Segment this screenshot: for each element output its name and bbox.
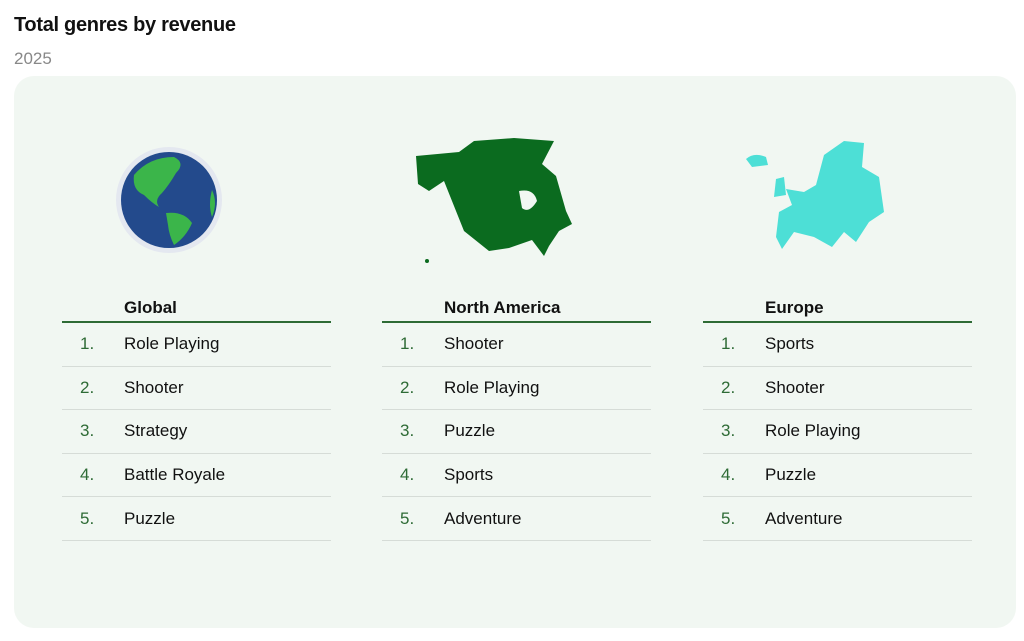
list-item: 1. Sports: [703, 323, 972, 367]
rank: 1.: [80, 334, 95, 354]
rank: 5.: [80, 508, 95, 528]
rank: 3.: [80, 421, 95, 441]
genre: Battle Royale: [124, 465, 226, 485]
list-item: 5. Puzzle: [62, 497, 331, 541]
rank: 5.: [721, 508, 736, 528]
region-heading: North America: [382, 296, 651, 323]
region-heading: Europe: [703, 296, 972, 323]
page-subtitle: 2025: [14, 49, 52, 68]
europe-map-icon: [746, 141, 884, 249]
genre: Shooter: [765, 377, 825, 397]
genre: Puzzle: [124, 508, 176, 528]
rank: 2.: [80, 377, 95, 397]
rank: 5.: [400, 508, 415, 528]
list-item: 4. Battle Royale: [62, 454, 331, 498]
genre: Shooter: [444, 334, 504, 354]
list-item: 5. Adventure: [382, 497, 651, 541]
genre: Role Playing: [124, 334, 220, 354]
rank: 3.: [721, 421, 736, 441]
rank: 4.: [400, 465, 415, 485]
rank: 2.: [721, 377, 736, 397]
genre: Role Playing: [765, 421, 861, 441]
list-item: 2. Role Playing: [382, 367, 651, 411]
genre: Adventure: [765, 508, 843, 528]
rank: 4.: [721, 465, 736, 485]
genre: Puzzle: [444, 421, 496, 441]
north-america-map-icon: [416, 138, 572, 263]
list-item: 4. Puzzle: [703, 454, 972, 498]
list-item: 1. Shooter: [382, 323, 651, 367]
page-title: Total genres by revenue: [14, 14, 236, 36]
globe-icon: [116, 147, 222, 253]
rank: 1.: [400, 334, 415, 354]
region-column-north-america: North America 1. Shooter 2. Role Playing 3…: [382, 296, 651, 541]
region-column-europe: Europe 1. Sports 2. Shooter 3. Role Playing…: [703, 296, 972, 541]
list-item: 5. Adventure: [703, 497, 972, 541]
genre: Sports: [765, 334, 815, 354]
rank: 1.: [721, 334, 736, 354]
genre: Sports: [444, 465, 494, 485]
list-item: 3. Puzzle: [382, 410, 651, 454]
region-heading: Global: [62, 296, 331, 323]
list-item: 1. Role Playing: [62, 323, 331, 367]
genre: Strategy: [124, 421, 188, 441]
region-column-global: Global 1. Role Playing 2. Shooter 3. Strate…: [62, 296, 331, 541]
rank: 2.: [400, 377, 415, 397]
rank: 3.: [400, 421, 415, 441]
genre: Adventure: [444, 508, 522, 528]
list-item: 2. Shooter: [62, 367, 331, 411]
genre: Shooter: [124, 377, 184, 397]
list-item: 3. Role Playing: [703, 410, 972, 454]
genre: Role Playing: [444, 377, 540, 397]
genre: Puzzle: [765, 465, 817, 485]
list-item: 2. Shooter: [703, 367, 972, 411]
list-item: 4. Sports: [382, 454, 651, 498]
list-item: 3. Strategy: [62, 410, 331, 454]
rank: 4.: [80, 465, 95, 485]
